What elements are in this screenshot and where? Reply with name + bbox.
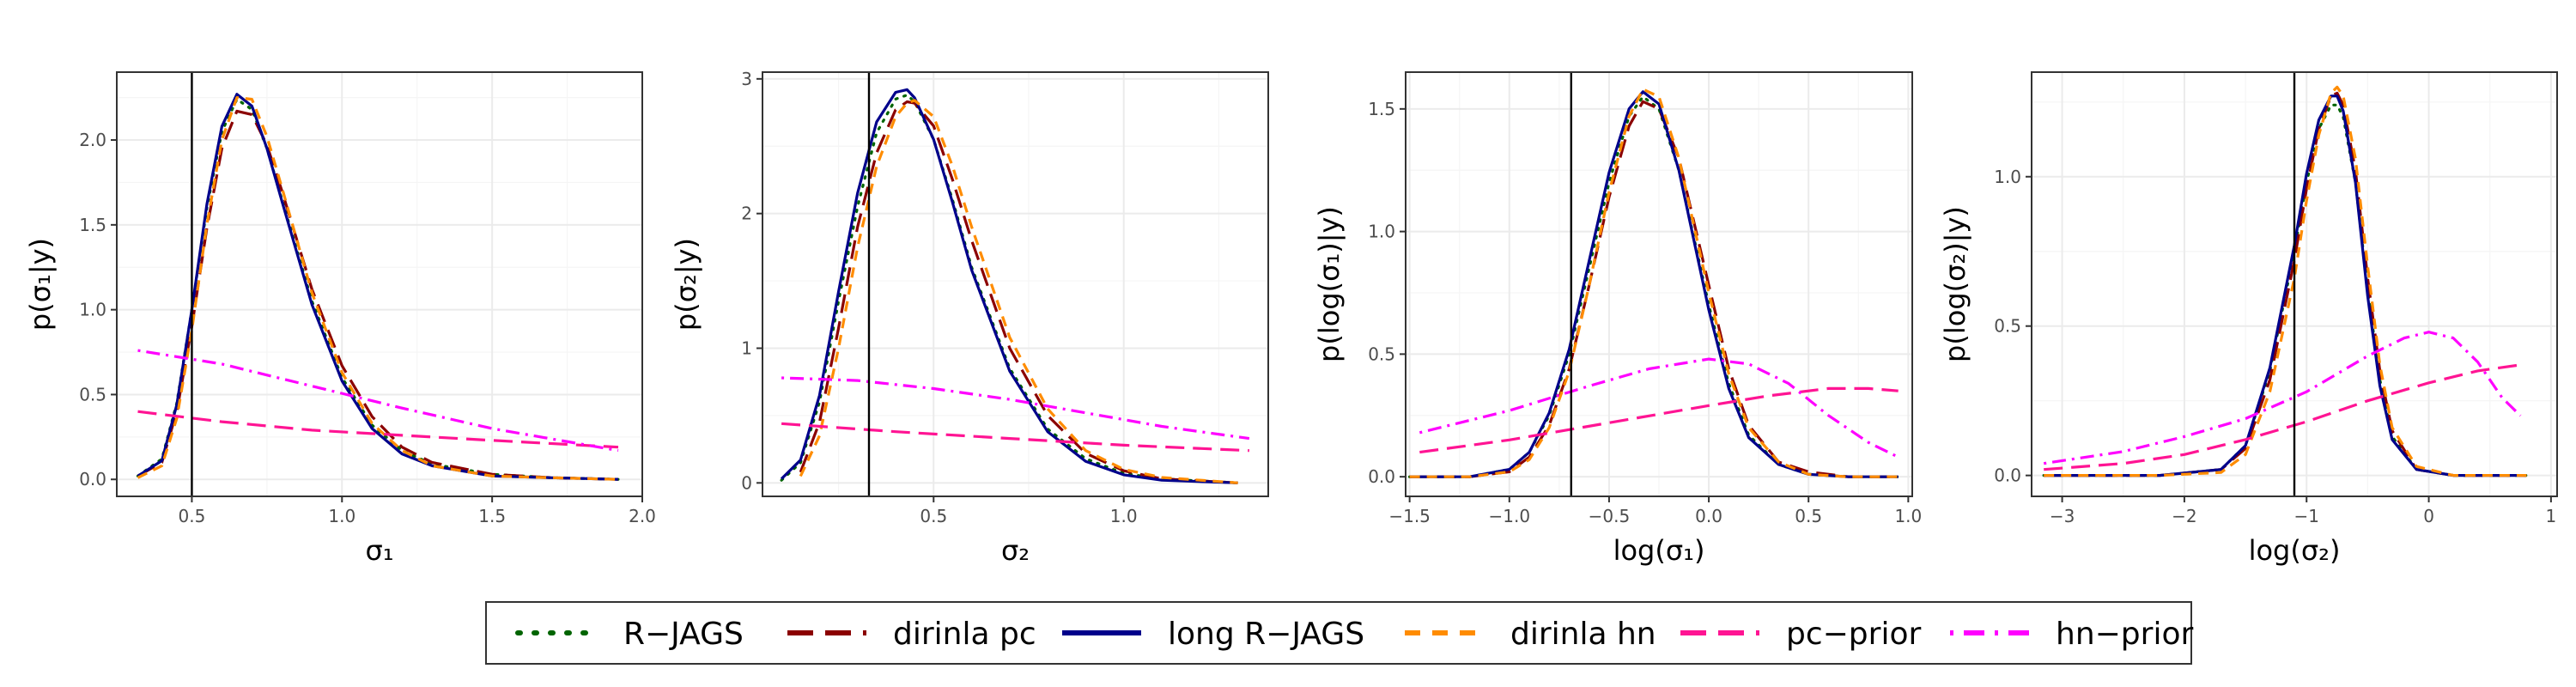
- series-group: [136, 93, 620, 481]
- panel-4: −3 −2 −1 0 1 0.0 0.5 1.0 log(σ₂) p(log(σ₂)|y): [1939, 71, 2558, 567]
- y-tick-label: 0.5: [1994, 316, 2021, 337]
- x-axis-title: σ₁: [365, 534, 393, 567]
- y-axis-title: p(log(σ₂)|y): [1939, 206, 1971, 362]
- x-tick-label: −0.5: [1589, 506, 1631, 526]
- series-line-pc-prior: [1419, 386, 1899, 454]
- x-axis-title: σ₂: [1001, 534, 1030, 567]
- y-axis-title: p(σ₂|y): [670, 238, 702, 331]
- series-group: [2042, 85, 2528, 477]
- x-tick-label: 0: [2423, 506, 2434, 526]
- series-line-pc-prior: [781, 422, 1249, 453]
- y-tick-label: 0.5: [1368, 344, 1395, 364]
- x-tick-label: 0.5: [179, 506, 206, 526]
- y-tick-label: 1.0: [1994, 167, 2021, 187]
- minor-grid: [117, 72, 642, 496]
- x-tick-label: 1.0: [328, 506, 355, 526]
- y-tick-label: 1.5: [79, 215, 106, 235]
- legend-box: [485, 601, 2192, 665]
- series-line-dirinla-pc: [1409, 100, 1899, 478]
- x-tick-label: 1.0: [1110, 506, 1138, 526]
- series-line-pc-prior: [2044, 363, 2521, 471]
- panel-border: [1405, 71, 1913, 497]
- legend-label: dirinla hn: [1510, 617, 1656, 652]
- x-tick-label: 1.5: [478, 506, 506, 526]
- panel-border: [116, 71, 643, 497]
- x-tick-label: 0.0: [1695, 506, 1722, 526]
- x-axis-title: log(σ₁): [1613, 534, 1705, 567]
- x-tick-label: 1: [2546, 506, 2557, 526]
- panel-border: [762, 71, 1269, 497]
- x-tick-label: −2: [2172, 506, 2196, 526]
- y-tick-label: 2.0: [79, 130, 106, 150]
- legend-item-4: dirinla hn: [1405, 617, 1656, 652]
- series-line-long-r-jags: [2044, 94, 2527, 477]
- y-tick-label: 2: [741, 204, 752, 224]
- x-tick-label: −1.0: [1488, 506, 1530, 526]
- series-line-hn-prior: [137, 349, 619, 453]
- x-tick-label: 0.5: [920, 506, 947, 526]
- series-line-dirinla-pc: [799, 100, 1238, 484]
- series-line-dirinla-hn: [799, 99, 1238, 484]
- series-line-dirinla-hn: [137, 95, 619, 481]
- minor-grid: [1406, 72, 1912, 496]
- minor-grid: [2032, 72, 2557, 496]
- x-tick-label: −1: [2293, 506, 2318, 526]
- series-line-dirinla-pc: [2044, 91, 2527, 477]
- legend-item-6: hn−prior: [1950, 617, 2193, 652]
- legend-item-1: R−JAGS: [515, 617, 744, 652]
- legend-item-3: long R−JAGS: [1062, 617, 1364, 652]
- x-tick-label: −1.5: [1388, 506, 1431, 526]
- x-tick-label: −3: [2050, 506, 2075, 526]
- x-tick-label: 0.5: [1795, 506, 1822, 526]
- y-tick-label: 0.0: [1368, 466, 1395, 487]
- panel-border: [2031, 71, 2558, 497]
- y-tick-label: 3: [741, 69, 752, 89]
- minor-grid: [762, 72, 1268, 496]
- series-line-hn-prior: [781, 376, 1250, 441]
- legend-item-5: pc−prior: [1680, 617, 1921, 652]
- series-group: [780, 88, 1250, 484]
- y-tick-label: 0: [741, 472, 752, 493]
- panel-3: −1.5 −1.0 −0.5 0.0 0.5 1.0 0.0 0.5 1.0 1.5 log(σ₁)…: [1313, 71, 1922, 567]
- x-tick-label: 1.0: [1894, 506, 1922, 526]
- panel-1: 0.5 1.0 1.5 2.0 0.0 0.5 1.0 1.5 2.0 σ₁ p(σ₁|y): [24, 71, 656, 567]
- series-line-dirinla-hn: [2044, 85, 2527, 477]
- y-tick-label: 0.0: [1994, 465, 2021, 486]
- series-line-long-r-jags: [1409, 90, 1899, 478]
- series-line-hn-prior: [1419, 357, 1899, 459]
- series-line-hn-prior: [2043, 331, 2522, 465]
- legend-label: pc−prior: [1786, 617, 1921, 652]
- y-tick-label: 1.0: [1368, 222, 1395, 242]
- series-line-r-jags: [1407, 94, 1900, 478]
- y-tick-label: 0.5: [79, 384, 106, 404]
- panels: 0.5 1.0 1.5 2.0 0.0 0.5 1.0 1.5 2.0 σ₁ p(σ₁|y) 0.5 1…: [24, 69, 2558, 567]
- series-line-dirinla-hn: [1409, 88, 1899, 478]
- y-tick-label: 1.5: [1368, 99, 1395, 119]
- series-line-pc-prior: [137, 410, 619, 449]
- x-axis-title: log(σ₂): [2249, 534, 2341, 567]
- legend-label: hn−prior: [2056, 617, 2193, 652]
- y-tick-label: 1.0: [79, 300, 106, 320]
- series-line-r-jags: [136, 97, 620, 481]
- series-group: [1407, 88, 1900, 478]
- y-axis-title: p(log(σ₁)|y): [1313, 206, 1346, 362]
- legend-label: dirinla pc: [893, 617, 1036, 652]
- legend-label: long R−JAGS: [1168, 617, 1364, 652]
- legend: R−JAGS dirinla pc long R−JAGS dirinla hn pc−…: [485, 601, 2193, 665]
- y-tick-label: 0.0: [79, 469, 106, 489]
- legend-label: R−JAGS: [623, 617, 744, 652]
- x-tick-label: 2.0: [629, 506, 656, 526]
- panel-2: 0.5 1.0 0 1 2 3 σ₂ p(σ₂|y): [670, 69, 1269, 567]
- y-axis-title: p(σ₁|y): [24, 238, 57, 331]
- legend-item-2: dirinla pc: [787, 617, 1036, 652]
- y-tick-label: 1: [741, 337, 752, 358]
- series-line-long-r-jags: [780, 88, 1238, 484]
- series-line-dirinla-pc: [137, 109, 619, 481]
